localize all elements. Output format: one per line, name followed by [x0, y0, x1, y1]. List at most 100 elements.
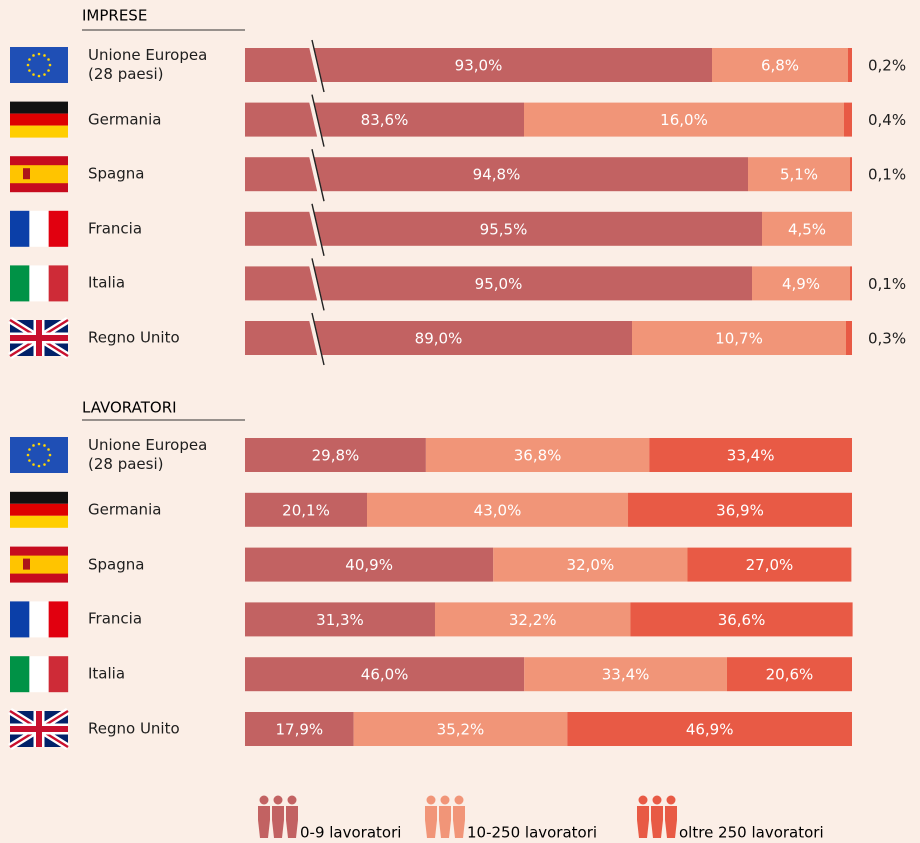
bar-segment	[245, 321, 632, 355]
value-label: 10,7%	[715, 330, 763, 348]
value-label: 0,1%	[868, 166, 906, 184]
bar-segment	[628, 492, 852, 527]
flag-star	[43, 73, 46, 76]
person-head	[426, 795, 436, 805]
category-label: Italia	[88, 664, 126, 683]
flag	[8, 708, 70, 750]
bar-segment	[567, 712, 852, 746]
flag-stripe	[10, 113, 68, 126]
bar-segment	[726, 657, 852, 692]
value-label: 29,8%	[312, 447, 360, 465]
bar-segment	[748, 157, 850, 192]
legend-icon	[258, 795, 298, 838]
flag-star	[28, 58, 31, 61]
flag	[10, 156, 68, 193]
value-label: 40,9%	[345, 556, 393, 574]
value-label: 35,2%	[437, 721, 485, 739]
value-label: 33,4%	[727, 447, 775, 465]
axis-break-gap	[307, 39, 325, 93]
flag-stripe	[10, 656, 30, 693]
bar-segment	[632, 321, 846, 355]
axis-break-gap	[307, 94, 325, 148]
category-label: Spagna	[88, 164, 145, 183]
axis-break-gap	[307, 203, 325, 257]
value-label: 16,0%	[660, 111, 708, 129]
flag-stripe	[48, 601, 69, 638]
value-label: 94,8%	[473, 166, 521, 184]
person-head	[652, 795, 662, 805]
value-label: 36,8%	[514, 447, 562, 465]
bar-segment	[846, 321, 852, 355]
value-label: 36,9%	[716, 501, 764, 519]
legend-label: oltre 250 lavoratori	[679, 824, 824, 842]
person-head	[273, 795, 283, 805]
flag-stripe	[48, 265, 69, 302]
category-label: Unione Europea (28 paesi)	[88, 436, 208, 473]
flag-star	[43, 463, 46, 466]
flag-stripe	[10, 515, 68, 528]
legend-icon	[637, 795, 677, 838]
person-body	[665, 806, 677, 838]
flag	[10, 101, 68, 138]
person-head	[666, 795, 676, 805]
bar-segment	[649, 438, 852, 472]
flag-star	[26, 63, 30, 67]
person-body	[272, 806, 284, 838]
flag-star	[26, 453, 30, 457]
value-label: 89,0%	[415, 330, 463, 348]
person-head	[454, 795, 464, 805]
value-label: 27,0%	[746, 556, 794, 574]
bar-segment	[850, 157, 852, 192]
bar-segment	[245, 712, 354, 746]
flag-stripe	[29, 210, 49, 247]
bar-segment	[493, 547, 688, 582]
value-label: 95,5%	[480, 220, 528, 238]
flag-star	[48, 63, 52, 67]
flag-emblem	[23, 558, 30, 570]
flag	[10, 491, 68, 528]
person-body	[258, 806, 270, 838]
flag-star	[32, 73, 35, 76]
value-label: 31,3%	[316, 611, 364, 629]
category-label: Italia	[88, 273, 126, 292]
value-label: 46,9%	[686, 721, 734, 739]
flag	[10, 47, 68, 83]
flag-stripe	[10, 503, 68, 516]
axis-break	[311, 203, 325, 256]
flag-star	[32, 54, 35, 57]
legend-icon	[425, 795, 465, 838]
bar-segment	[524, 102, 844, 137]
bar-segment	[245, 48, 712, 82]
flag-star	[48, 453, 52, 457]
value-label: 46,0%	[361, 666, 409, 684]
value-label: 32,0%	[567, 556, 615, 574]
flag-star	[28, 448, 31, 451]
value-label: 0,3%	[868, 330, 906, 348]
flag-eu	[10, 437, 68, 473]
bar-segment	[245, 157, 748, 192]
value-label: 0,4%	[868, 111, 906, 129]
flag-stripe	[10, 491, 68, 504]
flag-star	[28, 69, 31, 72]
flag-emblem	[23, 168, 30, 180]
legend-label: 0-9 lavoratori	[300, 824, 401, 842]
value-label: 20,6%	[766, 666, 814, 684]
flag-stripe	[29, 265, 49, 302]
bar-segment	[353, 712, 568, 746]
value-label: 36,6%	[718, 611, 766, 629]
bar-segment	[245, 211, 762, 246]
value-label: 0,2%	[868, 57, 906, 75]
category-label: Francia	[88, 219, 143, 238]
bar-segment	[762, 211, 852, 246]
person-body	[453, 806, 465, 838]
value-label: 6,8%	[761, 57, 799, 75]
flag-stripe	[10, 101, 68, 114]
axis-break	[311, 149, 325, 202]
flag-star	[43, 444, 46, 447]
category-label: Germania	[88, 110, 162, 129]
flag-star	[32, 463, 35, 466]
category-label: Regno Unito	[88, 719, 180, 738]
bar-segment	[245, 266, 752, 301]
value-label: 32,2%	[509, 611, 557, 629]
